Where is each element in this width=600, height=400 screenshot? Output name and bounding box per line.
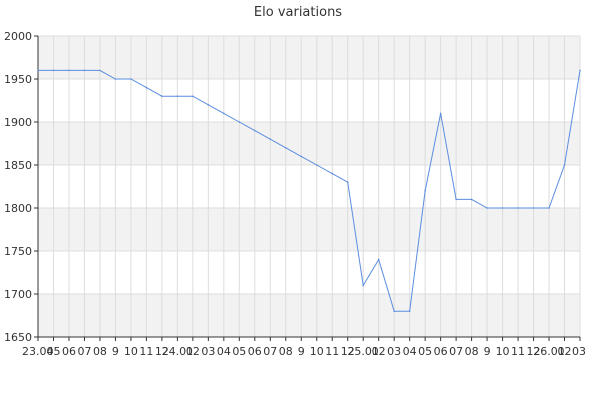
data-point: [486, 207, 488, 209]
x-tick-label: 04: [403, 345, 417, 358]
data-point: [424, 190, 426, 192]
x-tick-label: 03: [201, 345, 215, 358]
x-tick-label: 12: [341, 345, 355, 358]
x-tick-label: 23.04: [22, 345, 54, 358]
data-point: [176, 95, 179, 97]
y-tick-label: 1800: [4, 202, 32, 215]
data-point: [408, 310, 411, 313]
x-tick-label: 07: [449, 345, 463, 358]
x-tick-label: 12: [155, 345, 169, 358]
x-tick-label: 12: [527, 345, 541, 358]
x-tick-label: 24.01: [162, 345, 194, 358]
data-point: [300, 155, 303, 158]
data-point: [254, 129, 256, 132]
x-tick-label: 11: [139, 345, 153, 358]
x-tick-label: 03: [572, 345, 586, 358]
data-point: [362, 284, 365, 287]
x-tick-label: 05: [418, 345, 432, 358]
data-point: [83, 69, 86, 72]
data-point: [346, 181, 349, 183]
x-tick-label: 06: [62, 345, 76, 358]
y-tick-labels: 1650 1700 1750 1800 1850 1900 1950 2000: [4, 30, 38, 344]
x-tick-label: 08: [279, 345, 293, 358]
y-tick-label: 1650: [4, 331, 32, 344]
x-tick-label: 9: [112, 345, 119, 358]
series-layer: [37, 69, 581, 313]
data-point: [68, 69, 70, 72]
data-point: [37, 69, 39, 72]
data-point: [161, 95, 163, 97]
data-point: [439, 112, 442, 115]
x-tick-label: 9: [484, 345, 491, 358]
x-tick-label: 10: [124, 345, 138, 358]
data-point: [223, 112, 225, 115]
x-tick-label: 08: [93, 345, 107, 358]
x-tick-label: 02: [372, 345, 386, 358]
x-tick-label: 10: [496, 345, 510, 358]
data-point: [579, 69, 581, 72]
x-tick-label: 07: [77, 345, 91, 358]
x-tick-label: 07: [263, 345, 277, 358]
elo-series-line: [38, 69, 581, 312]
data-point: [99, 69, 101, 72]
grid-lines: [37, 35, 581, 338]
data-point: [331, 172, 334, 175]
data-point: [145, 86, 148, 89]
data-point: [548, 207, 550, 209]
data-point: [52, 69, 55, 72]
x-tick-label: 03: [387, 345, 401, 358]
x-tick-label: 02: [558, 345, 572, 358]
data-point: [284, 147, 287, 149]
data-point: [114, 78, 117, 80]
data-point: [470, 198, 473, 201]
data-point: [238, 121, 241, 123]
x-tick-label: 25.01: [347, 345, 379, 358]
data-point: [532, 207, 535, 209]
data-point: [315, 164, 318, 166]
data-point: [207, 104, 210, 106]
y-tick-label: 1950: [4, 73, 32, 86]
x-tick-label: 9: [298, 345, 305, 358]
plot-band: [38, 208, 580, 251]
x-tick-label: 05: [46, 345, 60, 358]
x-tick-label: 06: [248, 345, 262, 358]
x-tick-label: 05: [232, 345, 246, 358]
y-tick-label: 1850: [4, 159, 32, 172]
chart-title: Elo variations: [254, 5, 342, 20]
y-tick-label: 1750: [4, 245, 32, 258]
data-point: [517, 207, 519, 209]
x-tick-label: 08: [465, 345, 479, 358]
data-point: [563, 164, 566, 166]
data-point: [130, 78, 132, 80]
x-tick-label: 10: [310, 345, 324, 358]
x-tick-label: 11: [325, 345, 339, 358]
plot-band: [38, 36, 580, 79]
y-tick-label: 2000: [4, 30, 32, 43]
data-point: [269, 138, 272, 140]
x-tick-label: 02: [186, 345, 200, 358]
axes: [37, 36, 580, 338]
data-point: [192, 95, 194, 97]
x-tick-label: 26.01: [533, 345, 565, 358]
plot-band: [38, 294, 580, 337]
y-tick-label: 1700: [4, 288, 32, 301]
data-point: [377, 258, 380, 261]
x-tick-label: 04: [217, 345, 231, 358]
plot-band: [38, 122, 580, 165]
data-point: [455, 198, 457, 201]
data-point: [393, 310, 395, 313]
y-tick-label: 1900: [4, 116, 32, 129]
data-point: [501, 207, 504, 209]
x-tick-label: 06: [434, 345, 448, 358]
plot-bands: [38, 36, 580, 337]
x-tick-label: 11: [511, 345, 525, 358]
